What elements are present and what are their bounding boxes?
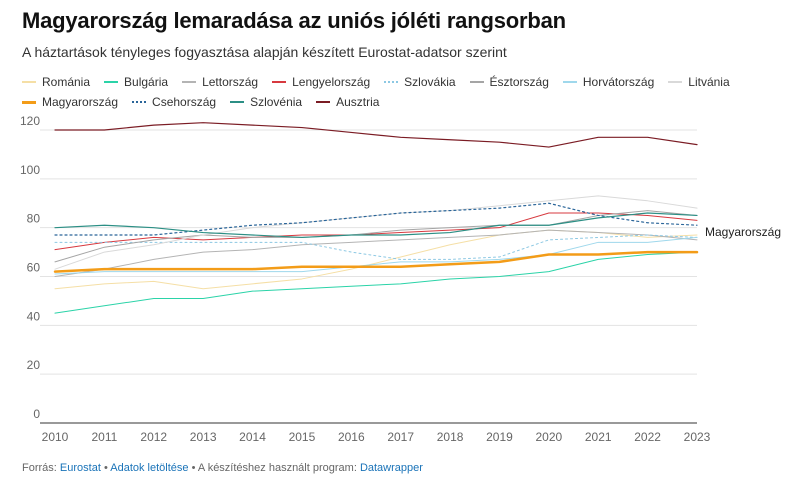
footer: Forrás: Eurostat • Adatok letöltése • A … — [22, 462, 423, 474]
legend-swatch — [132, 101, 147, 103]
legend-item: Ausztria — [316, 95, 379, 109]
source-prefix: Forrás: — [22, 462, 57, 474]
legend-item: Románia — [22, 75, 90, 89]
chart-title: Magyarország lemaradása az uniós jóléti … — [22, 8, 566, 33]
legend-item: Lengyelország — [272, 75, 370, 89]
series-line-szlovakia — [54, 234, 698, 260]
footer-separator: • — [103, 462, 108, 474]
legend-label: Lettország — [202, 75, 259, 89]
legend-row: Magyarország Csehország Szlovénia Ausztria — [22, 92, 782, 112]
series-line-ausztria — [54, 122, 698, 148]
download-data-link[interactable]: Adatok letöltése — [110, 462, 189, 474]
legend-label: Csehország — [152, 95, 217, 109]
legend-swatch — [562, 81, 577, 83]
series-line-esztorszag — [54, 210, 698, 263]
y-tick-label: 20 — [27, 358, 41, 372]
y-tick-label: 60 — [27, 261, 41, 275]
legend-swatch — [272, 81, 287, 83]
legend-row: Románia Bulgária Lettország Lengyelország Sz… — [22, 72, 782, 92]
x-tick-label: 2015 — [289, 430, 316, 444]
x-tick-label: 2017 — [387, 430, 414, 444]
legend-swatch — [182, 81, 197, 83]
legend-item: Szlovénia — [230, 95, 302, 109]
x-tick-label: 2020 — [535, 430, 562, 444]
x-tick-label: 2012 — [140, 430, 167, 444]
series-line-csehorszag — [54, 202, 698, 236]
x-tick-label: 2016 — [338, 430, 365, 444]
legend-swatch — [668, 81, 683, 83]
legend-label: Horvátország — [582, 75, 655, 89]
y-tick-label: 120 — [20, 114, 40, 128]
legend-label: Ausztria — [336, 95, 380, 109]
x-tick-label: 2022 — [634, 430, 661, 444]
legend-item: Horvátország — [562, 75, 655, 89]
legend-label: Szlovénia — [250, 95, 303, 109]
tool-prefix: A készítéshez használt program: — [197, 462, 357, 474]
legend-label: Lengyelország — [292, 75, 371, 89]
highlight-series-label: Magyarország — [705, 225, 781, 239]
x-tick-label: 2011 — [91, 430, 117, 444]
legend-swatch — [316, 101, 331, 103]
legend-label: Litvánia — [688, 75, 730, 89]
legend-item: Észtország — [469, 75, 549, 89]
x-tick-label: 2013 — [190, 430, 217, 444]
series-line-magyarorszag — [53, 250, 699, 273]
legend-swatch — [469, 81, 484, 83]
footer-separator: • — [191, 462, 196, 474]
x-tick-label: 2018 — [437, 430, 464, 444]
legend-item: Lettország — [182, 75, 258, 89]
legend-label: Magyarország — [42, 95, 119, 109]
series-line-bulgaria — [54, 251, 698, 314]
legend-swatch — [230, 101, 245, 103]
legend-item: Magyarország — [22, 95, 118, 109]
legend-swatch — [384, 81, 399, 83]
legend-label: Észtország — [489, 75, 549, 89]
legend-item: Bulgária — [104, 75, 168, 89]
legend: Románia Bulgária Lettország Lengyelország Sz… — [22, 72, 782, 112]
series-line-lengyelorszag — [54, 212, 698, 251]
legend-item: Csehország — [132, 95, 216, 109]
legend-item: Litvánia — [668, 75, 730, 89]
y-tick-label: 40 — [27, 309, 41, 323]
legend-item: Szlovákia — [384, 75, 456, 89]
legend-label: Szlovákia — [404, 75, 456, 89]
datawrapper-link[interactable]: Datawrapper — [359, 462, 423, 474]
legend-label: Bulgária — [124, 75, 169, 89]
y-tick-label: 80 — [27, 212, 41, 226]
legend-label: Románia — [42, 75, 91, 89]
legend-swatch — [104, 81, 119, 83]
x-tick-label: 2014 — [239, 430, 266, 444]
y-tick-label: 100 — [20, 163, 40, 177]
series-line-szlovenia — [54, 212, 698, 239]
y-tick-label: 0 — [33, 407, 40, 421]
x-tick-label: 2023 — [684, 430, 711, 444]
series-line-horvatorszag — [54, 236, 698, 275]
series-line-lettorszag — [54, 229, 698, 277]
legend-swatch — [22, 81, 36, 83]
source-link[interactable]: Eurostat — [59, 462, 101, 474]
x-tick-label: 2010 — [42, 430, 69, 444]
x-tick-label: 2019 — [486, 430, 513, 444]
legend-swatch — [22, 100, 36, 104]
chart-subtitle: A háztartások tényleges fogyasztása alap… — [22, 44, 507, 60]
x-tick-label: 2021 — [585, 430, 612, 444]
